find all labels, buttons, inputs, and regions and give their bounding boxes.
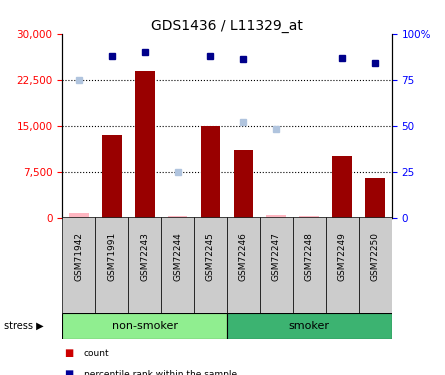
Bar: [194, 217, 227, 313]
Bar: [299, 216, 319, 217]
Text: GSM72250: GSM72250: [371, 232, 380, 281]
Bar: [69, 213, 89, 217]
Text: GSM72244: GSM72244: [173, 232, 182, 280]
Bar: [227, 313, 392, 339]
Bar: [168, 216, 187, 217]
Bar: [326, 217, 359, 313]
Bar: [293, 217, 326, 313]
Text: GSM72249: GSM72249: [338, 232, 347, 281]
Text: GSM72246: GSM72246: [239, 232, 248, 281]
Text: GSM72243: GSM72243: [140, 232, 149, 281]
Bar: [135, 70, 154, 217]
Text: GSM72247: GSM72247: [272, 232, 281, 281]
Bar: [95, 217, 128, 313]
Bar: [260, 217, 293, 313]
Text: GSM71991: GSM71991: [107, 232, 116, 281]
Bar: [201, 126, 220, 218]
Text: ■: ■: [65, 348, 74, 358]
Text: GSM72245: GSM72245: [206, 232, 215, 281]
Bar: [62, 217, 95, 313]
Bar: [359, 217, 392, 313]
Bar: [234, 150, 253, 217]
Bar: [161, 217, 194, 313]
Bar: [227, 217, 260, 313]
Bar: [128, 217, 161, 313]
Text: count: count: [84, 349, 109, 358]
Text: percentile rank within the sample: percentile rank within the sample: [84, 370, 237, 375]
Title: GDS1436 / L11329_at: GDS1436 / L11329_at: [151, 19, 303, 33]
Bar: [267, 215, 286, 217]
Bar: [332, 156, 352, 218]
Bar: [102, 135, 121, 218]
Text: non-smoker: non-smoker: [112, 321, 178, 331]
Text: ■: ■: [65, 369, 74, 375]
Text: smoker: smoker: [289, 321, 330, 331]
Text: stress ▶: stress ▶: [4, 321, 44, 331]
Text: GSM71942: GSM71942: [74, 232, 83, 281]
Bar: [365, 178, 385, 218]
Text: GSM72248: GSM72248: [305, 232, 314, 281]
Bar: [62, 313, 227, 339]
